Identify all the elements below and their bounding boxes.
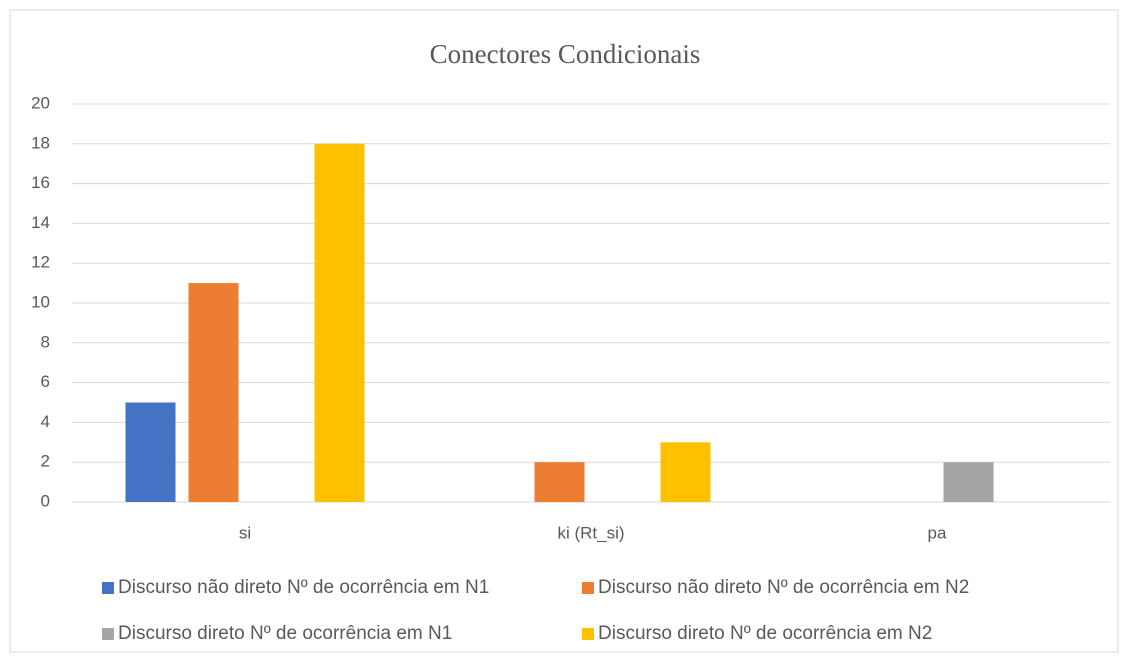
legend-swatch bbox=[582, 582, 594, 594]
x-tick-label: ki (Rt_si) bbox=[557, 523, 624, 542]
legend-label: Discurso direto Nº de ocorrência em N1 bbox=[118, 623, 452, 644]
y-tick-label: 0 bbox=[41, 491, 50, 510]
y-tick-label: 20 bbox=[31, 93, 50, 112]
y-tick-label: 16 bbox=[31, 173, 50, 192]
y-tick-label: 18 bbox=[31, 133, 50, 152]
y-tick-label: 8 bbox=[41, 332, 50, 351]
bar bbox=[660, 442, 711, 502]
legend-label: Discurso não direto Nº de ocorrência em … bbox=[598, 577, 969, 598]
bar bbox=[943, 462, 994, 502]
chart-title: Conectores Condicionais bbox=[430, 39, 701, 69]
bar bbox=[314, 143, 365, 503]
y-tick-label: 2 bbox=[41, 452, 50, 471]
x-tick-label: si bbox=[239, 523, 251, 542]
y-tick-label: 12 bbox=[31, 253, 50, 272]
y-tick-label: 10 bbox=[31, 292, 50, 311]
y-tick-label: 4 bbox=[41, 412, 50, 431]
legend-swatch bbox=[102, 628, 114, 640]
y-tick-label: 6 bbox=[41, 372, 50, 391]
legend-label: Discurso direto Nº de ocorrência em N2 bbox=[598, 623, 932, 644]
y-tick-label: 14 bbox=[31, 213, 50, 232]
bar bbox=[125, 402, 176, 502]
chart-border bbox=[9, 9, 1119, 653]
legend-swatch bbox=[102, 582, 114, 594]
x-tick-label: pa bbox=[928, 523, 947, 542]
legend-label: Discurso não direto Nº de ocorrência em … bbox=[118, 577, 489, 598]
bar bbox=[534, 462, 585, 502]
legend-swatch bbox=[582, 628, 594, 640]
bar bbox=[188, 283, 239, 502]
